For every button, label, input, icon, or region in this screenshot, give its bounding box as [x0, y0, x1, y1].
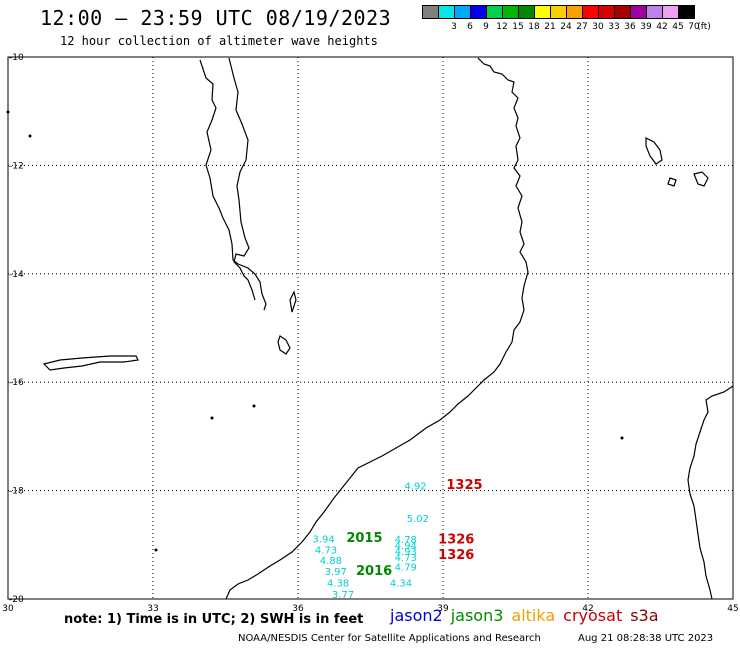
lat-tick-label: -20	[9, 595, 24, 605]
wave-height-label: 4.94	[395, 541, 417, 552]
map-grid	[7, 56, 734, 600]
wave-height-label: 1326	[438, 548, 474, 563]
legend-label: 39	[640, 22, 652, 32]
satellite-altika: altika	[511, 606, 556, 625]
coastlines	[6, 57, 734, 600]
legend-label: 42	[656, 22, 668, 32]
lat-tick-label: -12	[9, 161, 24, 171]
satellite-cryosat: cryosat	[563, 606, 623, 625]
wave-height-label: 4.73	[395, 553, 417, 564]
wave-height-label: 2015	[346, 531, 382, 546]
color-scale-legend	[422, 5, 695, 19]
wave-height-label: 2016	[356, 564, 392, 579]
lon-tick-label: 33	[147, 604, 158, 614]
wave-height-label: 4.88	[320, 556, 342, 567]
legend-swatch	[678, 5, 695, 19]
wave-height-label: 4.79	[395, 562, 417, 573]
color-scale-labels: 3 6 9 12 15 18 21 24 27 30 33 36 39 42 45 70 (ft)	[422, 22, 740, 34]
legend-label: 70	[688, 22, 700, 32]
wave-height-label: 4.92	[404, 482, 426, 493]
small-island	[667, 177, 677, 187]
wave-height-label: 4.73	[315, 545, 337, 556]
legend-label: 36	[624, 22, 636, 32]
map-title: 12:00 – 23:59 UTC 08/19/2023	[40, 6, 392, 30]
legend-label: 21	[544, 22, 556, 32]
madagascar-coast	[687, 385, 734, 600]
wave-height-label: 4.93	[395, 547, 417, 558]
mozambique-coast	[225, 57, 529, 600]
legend-unit: (ft)	[697, 22, 711, 32]
legend-label: 6	[467, 22, 473, 32]
wave-height-label: 3.77	[332, 590, 354, 601]
wave-height-label: 4.34	[390, 579, 412, 590]
lake-chilwa	[277, 335, 291, 355]
lon-tick-label: 36	[292, 604, 304, 614]
mayotte-island	[693, 171, 709, 187]
map-islet	[210, 416, 214, 420]
lake-malawi	[199, 57, 267, 311]
wave-height-label: 4.38	[327, 579, 349, 590]
wave-height-label: 1325	[446, 478, 482, 493]
legend-label: 9	[483, 22, 489, 32]
map-frame	[7, 56, 734, 600]
lat-tick-label: -18	[9, 487, 24, 497]
satellite-jason2: jason2	[390, 606, 443, 625]
lake-malombe	[289, 290, 297, 313]
satellite-jason3: jason3	[450, 606, 504, 625]
lon-tick-label: 30	[2, 604, 14, 614]
legend-label: 30	[592, 22, 604, 32]
map-islet	[28, 134, 32, 138]
satellite-legend: jason2 jason3 altika cryosat s3a	[390, 606, 667, 625]
map-islet	[252, 404, 256, 408]
legend-label: 45	[672, 22, 684, 32]
lat-tick-label: -10	[9, 53, 24, 63]
map-islet	[620, 436, 624, 440]
note-text: note: 1) Time is in UTC; 2) SWH is in fe…	[64, 612, 364, 627]
lon-tick-label: 45	[727, 604, 738, 614]
wave-height-label: 4.78	[395, 535, 417, 546]
credit-text: NOAA/NESDIS Center for Satellite Applica…	[238, 633, 541, 644]
map-subtitle: 12 hour collection of altimeter wave hei…	[60, 34, 378, 48]
legend-label: 3	[451, 22, 457, 32]
legend-label: 27	[576, 22, 588, 32]
legend-label: 12	[496, 22, 508, 32]
wave-height-label: 3.97	[325, 567, 347, 578]
legend-label: 33	[608, 22, 620, 32]
wave-height-label: 5.02	[407, 514, 429, 525]
comoros-island	[645, 137, 663, 165]
lat-tick-label: -16	[9, 378, 24, 388]
footer: NOAA/NESDIS Center for Satellite Applica…	[238, 633, 713, 644]
lon-tick-label: 39	[437, 604, 449, 614]
legend-label: 15	[512, 22, 524, 32]
lat-tick-label: -14	[9, 270, 24, 280]
satellite-s3a: s3a	[630, 606, 659, 625]
lake-bangweulu	[42, 355, 139, 371]
timestamp-text: Aug 21 08:28:38 UTC 2023	[578, 633, 714, 644]
wave-height-label: 1326	[438, 533, 474, 548]
lon-tick-label: 42	[582, 604, 593, 614]
wave-height-label: 3.94	[313, 535, 335, 546]
legend-label: 18	[528, 22, 540, 32]
map-islet	[154, 548, 158, 552]
legend-label: 24	[560, 22, 572, 32]
